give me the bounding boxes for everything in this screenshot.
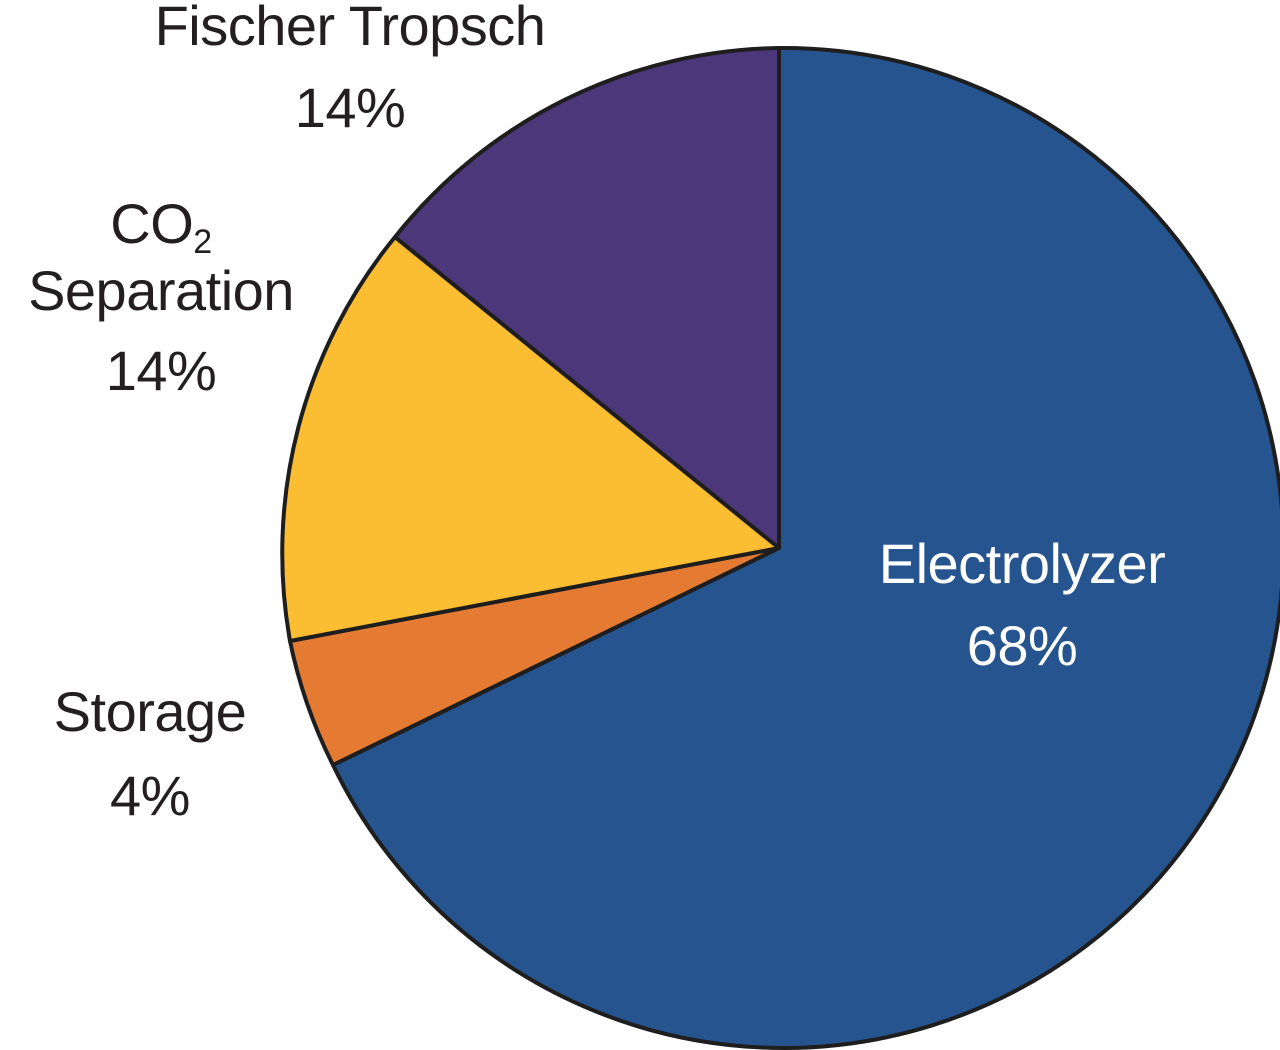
slice-electrolyzer <box>331 45 1280 1050</box>
label-electrolyzer-pct: 68% <box>966 614 1078 677</box>
label-co2-pct: 14% <box>105 339 217 402</box>
slice-fischer-tropsch <box>393 46 781 550</box>
label-fischer-tropsch: Fischer Tropsch 14% <box>90 0 610 136</box>
label-co2-name-line2: Separation <box>28 259 294 322</box>
label-storage-name: Storage <box>53 680 247 743</box>
slice-co2-separation <box>280 235 781 643</box>
label-co2-separation: CO2 Separation 14% <box>0 196 322 399</box>
label-electrolyzer: Electrolyzer 68% <box>822 536 1222 674</box>
label-storage: Storage 4% <box>0 684 300 824</box>
label-electrolyzer-name: Electrolyzer <box>878 532 1166 595</box>
label-storage-pct: 4% <box>110 764 190 827</box>
label-fischer-tropsch-name: Fischer Tropsch <box>154 0 546 57</box>
label-co2-name: CO2 <box>110 192 212 261</box>
label-fischer-tropsch-pct: 14% <box>294 76 406 139</box>
